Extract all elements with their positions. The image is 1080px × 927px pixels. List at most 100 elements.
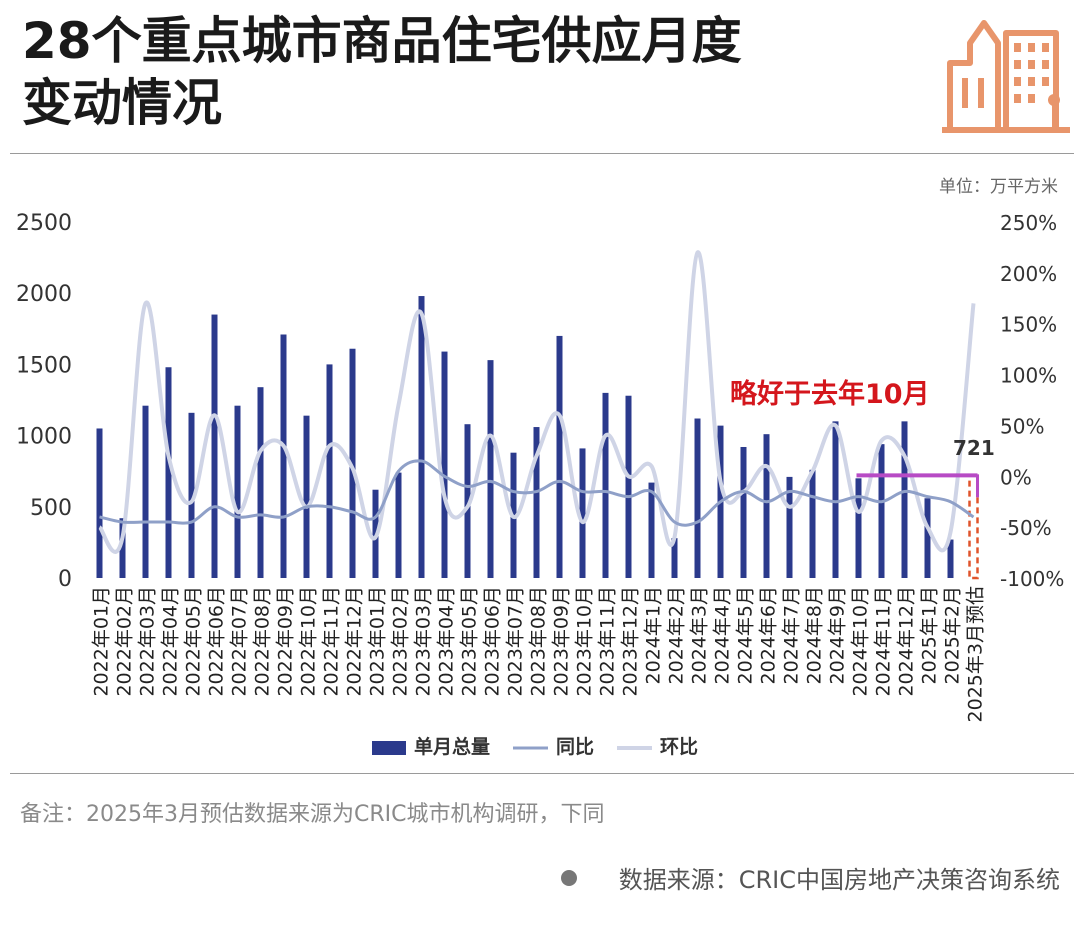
y-right-tick: -50% (1000, 516, 1052, 540)
building-icon (942, 20, 1070, 133)
bar (694, 418, 701, 578)
y-right-tick: 50% (1000, 414, 1044, 438)
bar (579, 448, 586, 578)
line-mom (97, 250, 976, 554)
x-tick-label: 2022年08月 (252, 586, 274, 697)
x-tick-label: 2022年01月 (91, 586, 113, 697)
x-tick-label: 2023年09月 (551, 586, 573, 697)
unit-label: 单位：万平方米 (939, 177, 1058, 197)
footer-divider (10, 773, 1074, 774)
legend-bar-swatch (372, 741, 406, 755)
x-tick-label: 2023年08月 (528, 586, 550, 697)
x-tick-label: 2022年03月 (137, 586, 159, 697)
footnote: 备注：2025年3月预估数据来源为CRIC城市机构调研，下同 (20, 802, 605, 827)
bar (165, 367, 172, 578)
x-tick-label: 2025年1月 (919, 586, 941, 684)
x-tick-label: 2024年5月 (735, 586, 757, 684)
line-yoy (99, 459, 975, 527)
x-tick-label: 2024年10月 (850, 586, 872, 697)
x-tick-label: 2022年12月 (344, 586, 366, 697)
legend-yoy-label: 同比 (556, 736, 594, 758)
forecast-value-label: 721 (953, 436, 995, 460)
bar (924, 498, 931, 578)
data-source: 数据来源：CRIC中国房地产决策咨询系统 (560, 860, 1060, 895)
bar (395, 472, 402, 578)
x-tick-label: 2023年02月 (390, 586, 412, 697)
legend-mom-label: 环比 (660, 736, 698, 758)
bar (418, 296, 425, 578)
y-left-tick: 2500 (16, 211, 72, 236)
x-tick-label: 2022年11月 (321, 586, 343, 697)
bar (441, 351, 448, 578)
x-tick-label: 2024年7月 (781, 586, 803, 684)
x-tick-label: 2022年05月 (183, 586, 205, 697)
bar (326, 364, 333, 578)
bar (188, 412, 195, 578)
bar (349, 348, 356, 578)
x-tick-label: 2023年07月 (505, 586, 527, 697)
bar (878, 444, 885, 578)
y-right-tick: 200% (1000, 262, 1057, 286)
bullet-icon (560, 870, 577, 886)
legend-bar-label: 单月总量 (414, 735, 490, 758)
y-right-tick: 0% (1000, 465, 1032, 489)
bar (648, 482, 655, 578)
bar (280, 334, 287, 578)
bar (487, 360, 494, 578)
bar (602, 392, 609, 578)
x-tick-label: 2022年06月 (206, 586, 228, 697)
y-right-tick: -100% (1000, 567, 1064, 591)
x-tick-label: 2023年06月 (482, 586, 504, 697)
page-title: 28个重点城市商品住宅供应月度 变动情况 (22, 10, 922, 134)
bar (533, 427, 540, 578)
x-tick-label: 2024年6月 (758, 586, 780, 684)
x-tick-label: 2024年11月 (873, 586, 895, 697)
y-right-tick: 250% (1000, 211, 1057, 235)
bar (464, 424, 471, 578)
y-left-tick: 0 (58, 567, 72, 592)
bar (855, 478, 862, 578)
x-tick-label: 2024年3月 (689, 586, 711, 684)
annotation-text: 略好于去年10月 (730, 379, 930, 410)
bar (96, 428, 103, 578)
x-tick-label: 2025年3月预估 (965, 586, 987, 722)
x-tick-label: 2023年12月 (620, 586, 642, 697)
bar (786, 476, 793, 578)
bar (740, 446, 747, 578)
x-tick-label: 2023年03月 (413, 586, 435, 697)
title-line-2: 变动情况 (22, 74, 222, 132)
x-tick-label: 2022年02月 (114, 586, 136, 697)
bar (671, 538, 678, 578)
y-left-tick: 1500 (16, 353, 72, 378)
y-left-tick: 2000 (16, 282, 72, 307)
header-divider (10, 153, 1074, 154)
x-tick-label: 2022年04月 (160, 586, 182, 697)
bar (947, 539, 954, 578)
bar (303, 415, 310, 578)
bar (119, 518, 126, 578)
bar (809, 469, 816, 578)
x-tick-label: 2025年2月 (942, 586, 964, 684)
data-source-text: 数据来源：CRIC中国房地产决策咨询系统 (618, 866, 1060, 894)
bar (556, 335, 563, 578)
x-tick-label: 2023年01月 (367, 586, 389, 697)
bar (763, 434, 770, 578)
x-tick-label: 2024年12月 (896, 586, 918, 697)
bar (142, 405, 149, 578)
y-left-tick: 1000 (16, 425, 72, 450)
x-tick-label: 2023年11月 (597, 586, 619, 697)
x-tick-label: 2024年1月 (643, 586, 665, 684)
x-tick-label: 2023年04月 (436, 586, 458, 697)
x-tick-label: 2022年07月 (229, 586, 251, 697)
x-tick-label: 2024年8月 (804, 586, 826, 684)
bar (625, 395, 632, 578)
x-tick-label: 2024年4月 (712, 586, 734, 684)
x-tick-label: 2024年2月 (666, 586, 688, 684)
y-right-tick: 100% (1000, 364, 1057, 388)
title-line-1: 28个重点城市商品住宅供应月度 (22, 12, 742, 70)
y-left-tick: 500 (30, 496, 72, 521)
x-tick-label: 2022年09月 (275, 586, 297, 697)
y-right-tick: 150% (1000, 313, 1057, 337)
bar (211, 314, 218, 578)
x-tick-label: 2024年9月 (827, 586, 849, 684)
